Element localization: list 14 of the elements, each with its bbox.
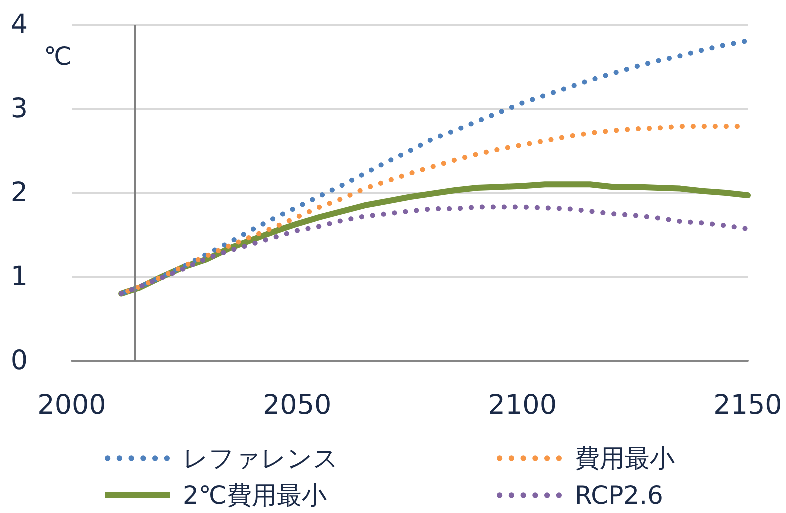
legend-label: RCP2.6 [575,481,664,510]
legend-label: 費用最小 [575,444,675,473]
y-tick-label: 1 [10,262,28,292]
legend-label: レファレンス [183,444,339,473]
x-tick-label: 2000 [38,390,106,421]
y-axis-title: ℃ [44,42,72,71]
y-tick-label: 4 [10,10,28,40]
legend-label: 2℃費用最小 [183,481,327,510]
x-tick-label: 2100 [488,390,558,421]
y-tick-label: 3 [10,94,28,124]
y-tick-label: 2 [10,178,28,208]
y-tick-label: 0 [10,346,28,376]
x-tick-label: 2050 [262,390,332,421]
x-tick-label: 2150 [714,390,782,421]
